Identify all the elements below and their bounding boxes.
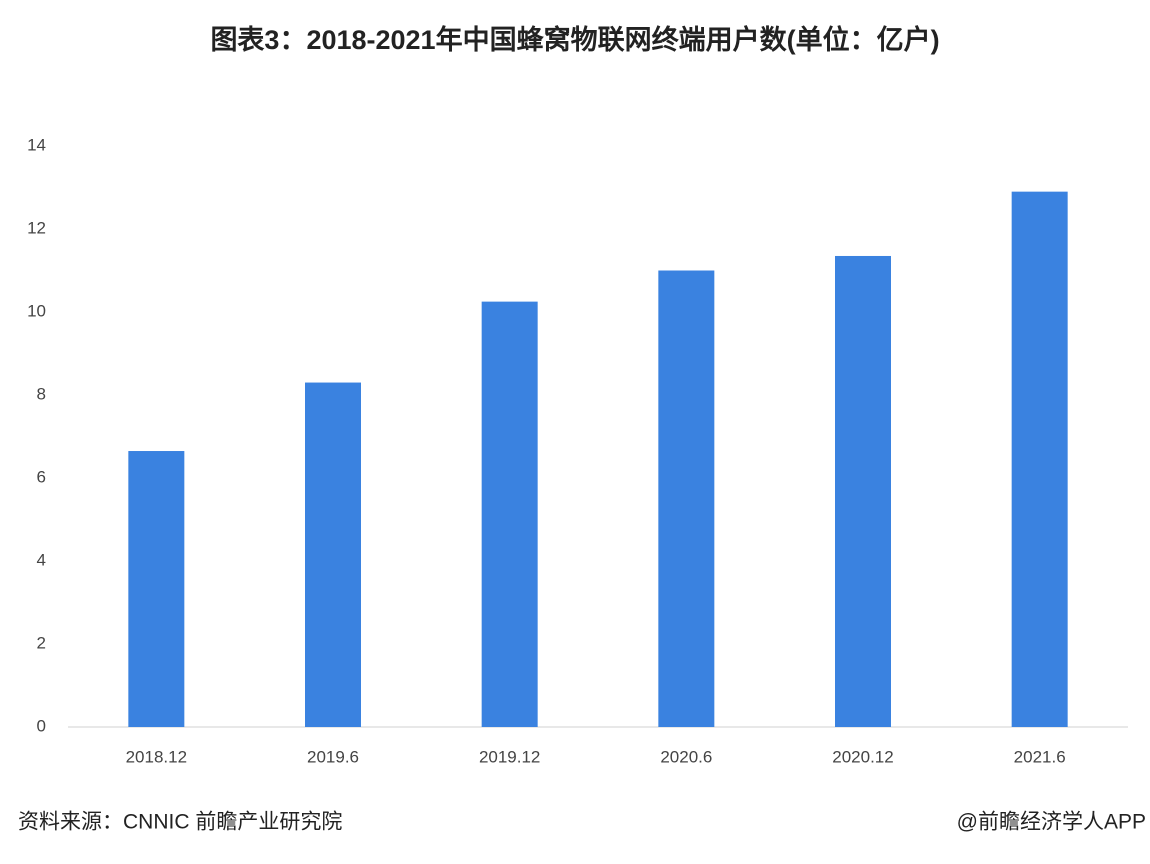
bar <box>481 301 538 727</box>
bar <box>658 270 715 727</box>
bar <box>1011 191 1068 727</box>
x-tick-label: 2018.12 <box>126 747 187 766</box>
x-tick-label: 2020.12 <box>832 747 893 766</box>
y-tick-label: 2 <box>37 633 46 652</box>
source-note: 资料来源：CNNIC 前瞻产业研究院 <box>18 811 342 834</box>
x-tick-label: 2019.12 <box>479 747 540 766</box>
y-tick-label: 6 <box>37 467 46 486</box>
y-tick-label: 0 <box>37 716 46 735</box>
y-tick-label: 8 <box>37 384 46 403</box>
y-tick-label: 4 <box>37 550 46 569</box>
credit: @前瞻经济学人APP <box>957 811 1146 834</box>
chart-title: 图表3：2018-2021年中国蜂窝物联网终端用户数(单位：亿户) <box>210 24 939 55</box>
y-tick-label: 12 <box>27 218 46 237</box>
x-tick-label: 2020.6 <box>660 747 712 766</box>
y-tick-label: 10 <box>27 301 46 320</box>
bar <box>835 255 891 727</box>
y-tick-label: 14 <box>27 135 46 154</box>
bar <box>305 382 361 727</box>
x-tick-label: 2021.6 <box>1014 747 1066 766</box>
bar <box>128 451 185 727</box>
x-tick-label: 2019.6 <box>307 747 359 766</box>
